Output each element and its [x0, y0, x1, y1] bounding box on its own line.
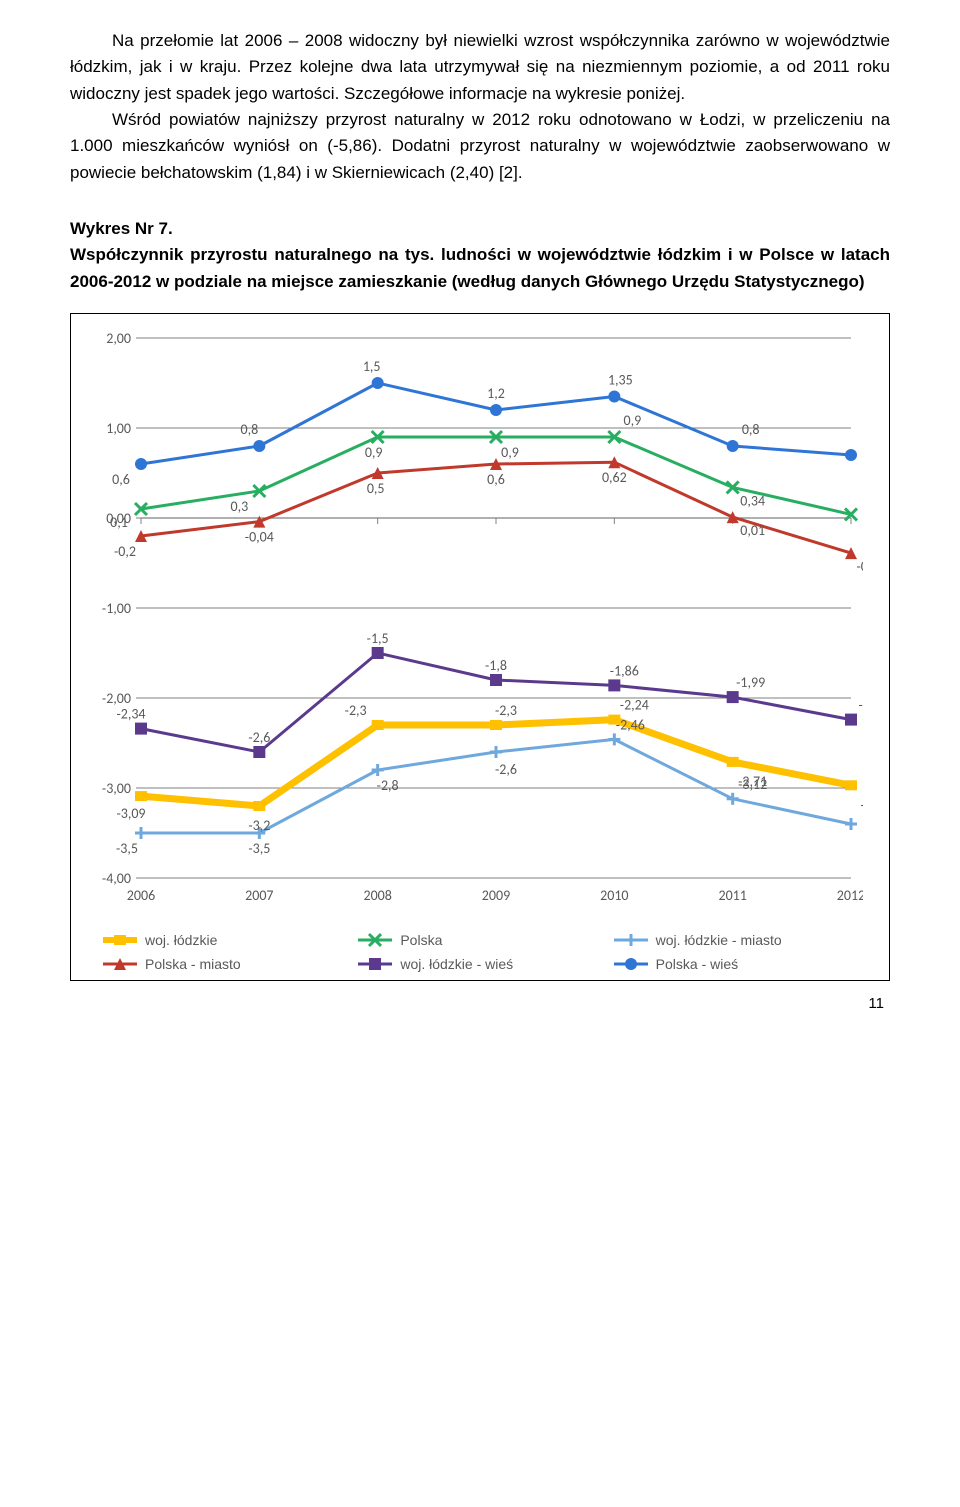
legend-item-polska-wies: Polska - wieś	[614, 956, 857, 972]
legend-label: woj. łódzkie	[145, 932, 217, 948]
svg-text:2007: 2007	[245, 887, 273, 904]
svg-text:0,6: 0,6	[112, 471, 130, 488]
svg-text:-2,8: -2,8	[377, 777, 399, 794]
svg-text:0,5: 0,5	[367, 480, 385, 497]
legend-label: Polska - miasto	[145, 956, 241, 972]
svg-text:1,2: 1,2	[487, 385, 505, 402]
svg-text:-3,09: -3,09	[116, 805, 145, 822]
svg-text:-2,24: -2,24	[858, 697, 863, 714]
svg-text:-3,00: -3,00	[102, 780, 131, 797]
svg-text:-1,8: -1,8	[485, 657, 507, 674]
svg-text:-2,34: -2,34	[116, 706, 145, 723]
svg-text:-3,12: -3,12	[738, 776, 767, 793]
svg-text:0,62: 0,62	[602, 469, 627, 486]
svg-text:0,9: 0,9	[623, 412, 641, 429]
svg-text:0,3: 0,3	[230, 498, 248, 515]
svg-text:-3,5: -3,5	[248, 840, 270, 857]
line-chart: 2,001,000,00-1,00-2,00-3,00-4,0020062007…	[83, 328, 863, 918]
chart-container: 2,001,000,00-1,00-2,00-3,00-4,0020062007…	[70, 313, 890, 981]
svg-text:2011: 2011	[718, 887, 746, 904]
legend-swatch	[614, 932, 648, 948]
svg-text:2008: 2008	[363, 887, 391, 904]
svg-text:0,8: 0,8	[742, 421, 760, 438]
legend-label: Polska	[400, 932, 442, 948]
intro-paragraph-2: Wśród powiatów najniższy przyrost natura…	[70, 107, 890, 186]
svg-text:-2,3: -2,3	[495, 702, 517, 719]
intro-paragraph-1: Na przełomie lat 2006 – 2008 widoczny by…	[70, 28, 890, 107]
chart-heading: Wykres Nr 7.	[70, 216, 890, 242]
svg-text:-3,2: -3,2	[248, 817, 270, 834]
legend-swatch	[614, 956, 648, 972]
svg-text:2012: 2012	[837, 887, 863, 904]
legend-item-woj-lodzkie-miasto: woj. łódzkie - miasto	[614, 932, 857, 948]
svg-text:-0,04: -0,04	[245, 529, 274, 546]
legend-label: woj. łódzkie - miasto	[656, 932, 782, 948]
svg-text:-2,97: -2,97	[860, 796, 863, 813]
svg-text:2010: 2010	[600, 887, 628, 904]
svg-text:0,8: 0,8	[240, 421, 258, 438]
chart-description: Współczynnik przyrostu naturalnego na ty…	[70, 242, 890, 295]
legend-item-woj-lodzkie: woj. łódzkie	[103, 932, 346, 948]
svg-text:1,35: 1,35	[608, 372, 633, 389]
svg-text:1,5: 1,5	[363, 358, 381, 375]
svg-text:-1,99: -1,99	[736, 674, 765, 691]
svg-text:-2,00: -2,00	[102, 690, 131, 707]
svg-text:2006: 2006	[127, 887, 155, 904]
legend-label: woj. łódzkie - wieś	[400, 956, 513, 972]
svg-text:0,34: 0,34	[740, 492, 765, 509]
svg-text:-1,86: -1,86	[610, 662, 639, 679]
svg-text:0,6: 0,6	[487, 471, 505, 488]
svg-text:0,1: 0,1	[110, 514, 128, 531]
svg-text:-4,00: -4,00	[102, 870, 131, 887]
svg-text:-0,39: -0,39	[856, 558, 863, 575]
svg-text:-2,3: -2,3	[345, 702, 367, 719]
svg-text:0,01: 0,01	[740, 522, 765, 539]
legend-swatch	[358, 932, 392, 948]
svg-text:-3,5: -3,5	[116, 840, 138, 857]
svg-text:0,9: 0,9	[501, 444, 519, 461]
svg-text:-0,2: -0,2	[114, 543, 136, 560]
svg-text:-1,5: -1,5	[367, 630, 389, 647]
legend-label: Polska - wieś	[656, 956, 738, 972]
svg-text:-1,00: -1,00	[102, 600, 131, 617]
svg-text:2,00: 2,00	[106, 330, 131, 347]
chart-legend: woj. łódzkie Polska woj. łódzkie - miasto P…	[83, 932, 877, 972]
legend-item-polska-miasto: Polska - miasto	[103, 956, 346, 972]
svg-text:0,9: 0,9	[365, 444, 383, 461]
legend-item-polska: Polska	[358, 932, 601, 948]
legend-swatch	[103, 932, 137, 948]
svg-text:-2,46: -2,46	[616, 716, 645, 733]
svg-text:-2,6: -2,6	[248, 729, 270, 746]
svg-text:-2,6: -2,6	[495, 761, 517, 778]
page-number: 11	[70, 995, 890, 1012]
legend-item-woj-lodzkie-wies: woj. łódzkie - wieś	[358, 956, 601, 972]
svg-text:1,00: 1,00	[106, 420, 131, 437]
svg-text:2009: 2009	[482, 887, 510, 904]
svg-text:-2,24: -2,24	[620, 697, 649, 714]
legend-swatch	[358, 956, 392, 972]
legend-swatch	[103, 956, 137, 972]
